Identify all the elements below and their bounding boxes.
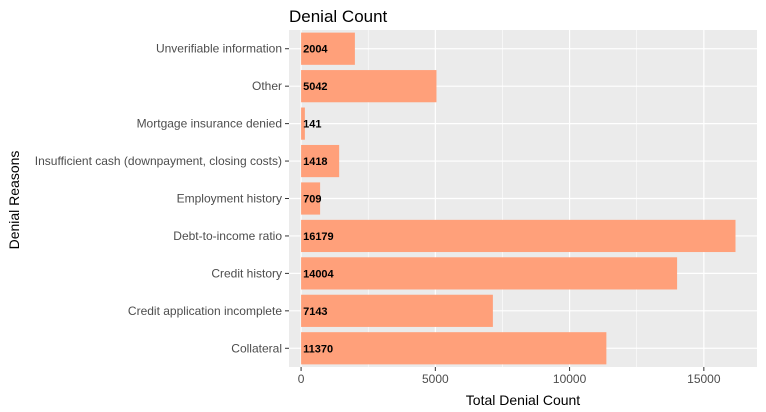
bar <box>301 257 678 290</box>
x-tick-label: 15000 <box>687 372 721 386</box>
data-label: 11370 <box>303 343 333 355</box>
bars-group <box>301 32 736 365</box>
y-axis-ticks: Unverifiable information Other Mortgage in… <box>35 42 289 355</box>
bar <box>301 182 321 215</box>
data-labels-group: 2004 5042 141 1418 709 16179 14004 7143 11370 <box>303 44 334 356</box>
bar <box>301 144 340 178</box>
y-axis-title: Denial Reasons <box>6 151 22 250</box>
y-tick-label: Debt-to-income ratio <box>173 229 282 243</box>
data-label: 16179 <box>303 231 334 243</box>
y-tick-label: Credit application incomplete <box>128 304 282 318</box>
data-label: 14004 <box>303 268 334 280</box>
bar <box>301 70 437 103</box>
bar <box>301 32 355 65</box>
y-tick-label: Credit history <box>211 266 282 280</box>
y-tick-label: Insufficient cash (downpayment, closing … <box>35 154 282 168</box>
data-label: 7143 <box>303 306 327 318</box>
chart-title: Denial Count <box>289 7 388 26</box>
bar <box>301 107 305 140</box>
x-axis-ticks: 0 5000 10000 15000 <box>298 367 721 386</box>
data-label: 709 <box>303 194 321 206</box>
data-label: 141 <box>303 119 321 131</box>
y-tick-label: Other <box>252 79 282 93</box>
x-tick-label: 0 <box>298 372 305 386</box>
y-tick-label: Mortgage insurance denied <box>137 117 282 131</box>
y-tick-label: Employment history <box>177 192 282 206</box>
data-label: 5042 <box>303 81 327 93</box>
x-tick-label: 5000 <box>422 372 449 386</box>
data-label: 2004 <box>303 44 328 56</box>
bar <box>301 294 493 327</box>
bar <box>301 332 607 365</box>
bar <box>301 219 736 253</box>
y-tick-label: Unverifiable information <box>156 42 282 56</box>
x-tick-label: 10000 <box>553 372 587 386</box>
y-tick-label: Collateral <box>231 341 282 355</box>
data-label: 1418 <box>303 156 327 168</box>
x-axis-title: Total Denial Count <box>466 392 581 408</box>
